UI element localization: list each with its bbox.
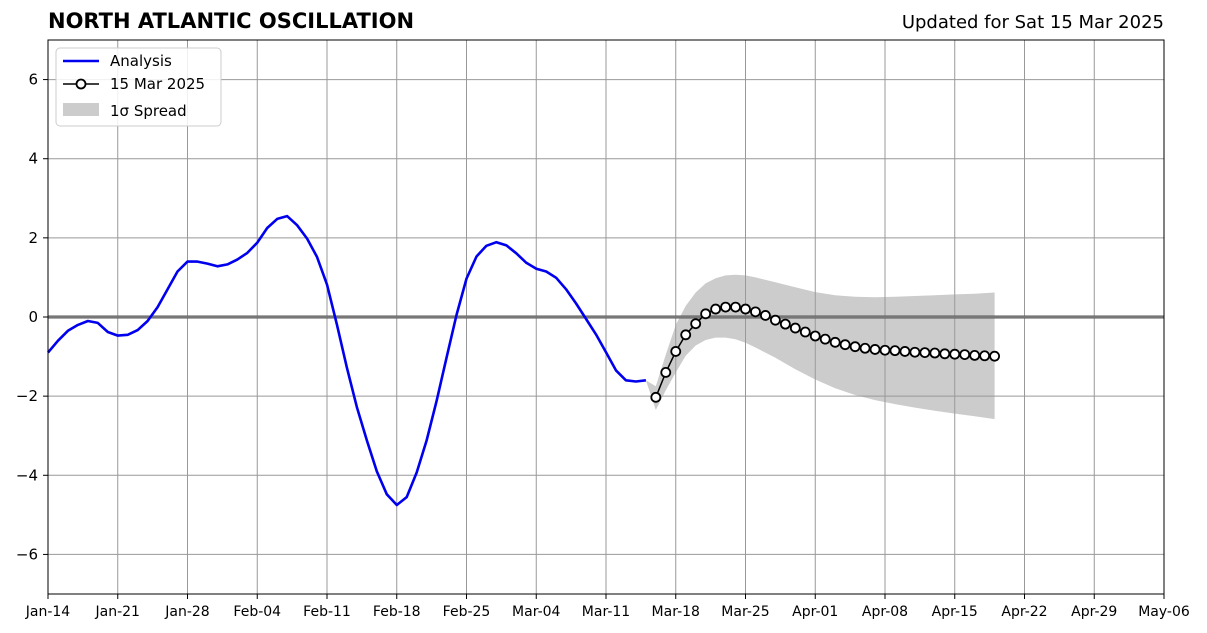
x-tick-label: Jan-21 bbox=[95, 604, 140, 620]
forecast-point bbox=[859, 342, 871, 354]
x-tick-label: Feb-11 bbox=[303, 604, 351, 620]
y-tick-label: −2 bbox=[16, 387, 38, 405]
forecast-point bbox=[779, 318, 791, 330]
y-tick-label: −4 bbox=[16, 466, 38, 484]
y-tick-label: 2 bbox=[28, 229, 38, 247]
forecast-point bbox=[819, 333, 831, 345]
y-tick-label: −6 bbox=[16, 545, 38, 563]
x-tick-label: Mar-04 bbox=[512, 604, 560, 620]
forecast-point bbox=[899, 346, 911, 357]
forecast-point bbox=[839, 339, 851, 351]
y-tick-label: 0 bbox=[28, 308, 38, 326]
forecast-point bbox=[869, 344, 881, 355]
forecast-point bbox=[740, 303, 751, 315]
y-tick-label: 4 bbox=[28, 150, 38, 168]
x-tick-label: Apr-29 bbox=[1071, 604, 1117, 620]
forecast-point bbox=[959, 349, 971, 360]
forecast-point bbox=[889, 345, 901, 357]
forecast-point bbox=[989, 350, 1001, 362]
x-tick-label: Apr-15 bbox=[932, 604, 978, 620]
x-tick-label: Mar-25 bbox=[721, 604, 769, 620]
forecast-point bbox=[760, 310, 771, 321]
forecast-point bbox=[690, 318, 702, 330]
forecast-point bbox=[710, 303, 722, 315]
forecast-point bbox=[670, 346, 682, 357]
y-tick-label: 6 bbox=[28, 71, 38, 89]
x-tick-label: Apr-08 bbox=[862, 604, 908, 620]
forecast-point bbox=[979, 350, 991, 362]
forecast-point bbox=[829, 336, 841, 348]
forecast-point bbox=[650, 391, 662, 403]
chart-subtitle: Updated for Sat 15 Mar 2025 bbox=[901, 12, 1164, 33]
legend-forecast-marker bbox=[75, 78, 87, 90]
x-tick-label: Jan-14 bbox=[25, 604, 71, 620]
legend-spread-label: 1σ Spread bbox=[110, 102, 187, 120]
forecast-point bbox=[660, 366, 672, 378]
forecast-point bbox=[769, 314, 781, 326]
analysis-line bbox=[47, 214, 647, 507]
forecast-point bbox=[750, 306, 761, 318]
forecast-point bbox=[969, 349, 981, 361]
x-tick-label: Mar-11 bbox=[582, 604, 630, 620]
forecast-point bbox=[949, 348, 961, 360]
forecast-point bbox=[909, 346, 921, 358]
spread-band bbox=[645, 274, 995, 420]
x-tick-label: Apr-22 bbox=[1001, 604, 1047, 620]
forecast-point bbox=[789, 322, 801, 334]
x-tick-label: Feb-18 bbox=[373, 604, 421, 620]
x-tick-label: Feb-04 bbox=[233, 604, 281, 620]
forecast-point bbox=[939, 348, 951, 360]
x-tick-label: Mar-18 bbox=[652, 604, 700, 620]
x-tick-label: May-06 bbox=[1138, 604, 1190, 620]
forecast-point bbox=[919, 347, 931, 359]
forecast-point bbox=[720, 301, 731, 313]
chart-title: NORTH ATLANTIC OSCILLATION bbox=[48, 9, 415, 33]
forecast-point bbox=[809, 330, 821, 342]
forecast-point bbox=[700, 308, 712, 320]
forecast-point bbox=[929, 347, 941, 359]
legend-spread-swatch bbox=[63, 103, 99, 116]
forecast-point bbox=[879, 344, 891, 356]
x-tick-label: Feb-25 bbox=[443, 604, 491, 620]
legend: Analysis 15 Mar 2025 1σ Spread bbox=[55, 47, 222, 127]
forecast-point bbox=[680, 329, 692, 341]
x-tick-label: Jan-28 bbox=[164, 604, 209, 620]
forecast-point bbox=[799, 326, 811, 338]
forecast-point bbox=[730, 301, 741, 313]
legend-forecast-label: 15 Mar 2025 bbox=[110, 75, 205, 93]
x-tick-label: Apr-01 bbox=[792, 604, 838, 620]
legend-analysis-label: Analysis bbox=[110, 52, 172, 70]
forecast-point bbox=[849, 341, 861, 353]
